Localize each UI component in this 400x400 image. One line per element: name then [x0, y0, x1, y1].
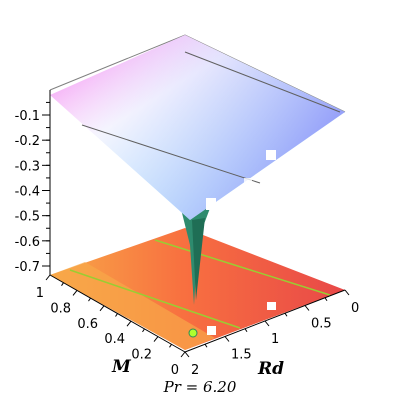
rd-major-tick [224, 336, 230, 342]
m-major-tick [126, 320, 132, 327]
floor-contour-1 [69, 269, 241, 329]
z-tick-label: -0.4 [15, 185, 40, 200]
rd-tick-label: 0.5 [311, 317, 332, 332]
m-axis-title: M [111, 357, 132, 377]
m-minor-tick [142, 328, 145, 333]
rd-tick-label: 0 [351, 301, 359, 316]
rd-axis-ticks: 0 0.5 1 1.5 2 [184, 289, 359, 378]
z-tick-label: -0.1 [15, 109, 40, 124]
m-major-tick [45, 274, 51, 281]
rd-minor-tick [204, 343, 208, 348]
m-minor-tick [61, 282, 64, 286]
floor-hole-1 [267, 302, 276, 310]
z-tick-label: -0.6 [15, 235, 40, 250]
m-axis-ticks: 1 0.8 0.6 0.4 0.2 0 [36, 274, 186, 378]
floor-plane [50, 228, 345, 350]
floor-marker [188, 328, 198, 338]
rd-minor-tick [324, 297, 328, 302]
chart-caption: Pr = 6.20 [163, 378, 237, 396]
rd-major-tick [344, 289, 350, 296]
rd-tick-label: 1 [271, 332, 279, 347]
surface-hole-3 [244, 178, 252, 186]
z-axis-ticks: -0.1 -0.2 -0.3 -0.4 -0.5 -0.6 -0.7 [15, 101, 50, 275]
floor-surface [50, 228, 345, 350]
surface [50, 35, 345, 220]
z-tick-label: -0.7 [15, 260, 40, 275]
surface-sheet-shade [50, 35, 345, 220]
z-tick-label: -0.2 [15, 134, 40, 149]
m-minor-tick [169, 344, 172, 348]
rd-major-tick [264, 320, 270, 327]
z-tick-label: -0.3 [15, 159, 40, 174]
m-minor-tick [115, 313, 118, 317]
m-tick-label: 0.4 [104, 332, 125, 347]
m-tick-label: 1 [36, 286, 44, 301]
rd-tick-label: 1.5 [231, 348, 252, 363]
surface-contour-1 [184, 51, 341, 113]
floor-hole-2 [207, 326, 216, 335]
rd-major-tick [184, 351, 190, 358]
m-major-tick [72, 290, 78, 296]
surface-hole-1 [266, 150, 276, 160]
rd-minor-tick [284, 312, 288, 317]
m-tick-label: 0.6 [77, 317, 98, 332]
m-major-tick [180, 351, 186, 358]
surface-hole-2 [206, 198, 216, 210]
m-tick-label: 0.2 [131, 348, 152, 363]
surface-contour-2 [81, 124, 261, 184]
m-tick-label: 0.8 [50, 301, 71, 316]
floor-contour-2 [154, 239, 331, 296]
m-major-tick [99, 305, 105, 312]
rd-axis-title: Rd [257, 359, 284, 379]
m-minor-tick [88, 297, 91, 302]
rd-tick-label: 2 [191, 363, 199, 378]
rd-minor-tick [244, 328, 248, 333]
floor-yellow-band [50, 262, 215, 350]
surface-spike [180, 195, 215, 305]
m-tick-label: 0 [171, 363, 179, 378]
z-tick-label: -0.5 [15, 210, 40, 225]
rd-major-tick [304, 305, 310, 311]
m-major-tick [153, 336, 159, 342]
